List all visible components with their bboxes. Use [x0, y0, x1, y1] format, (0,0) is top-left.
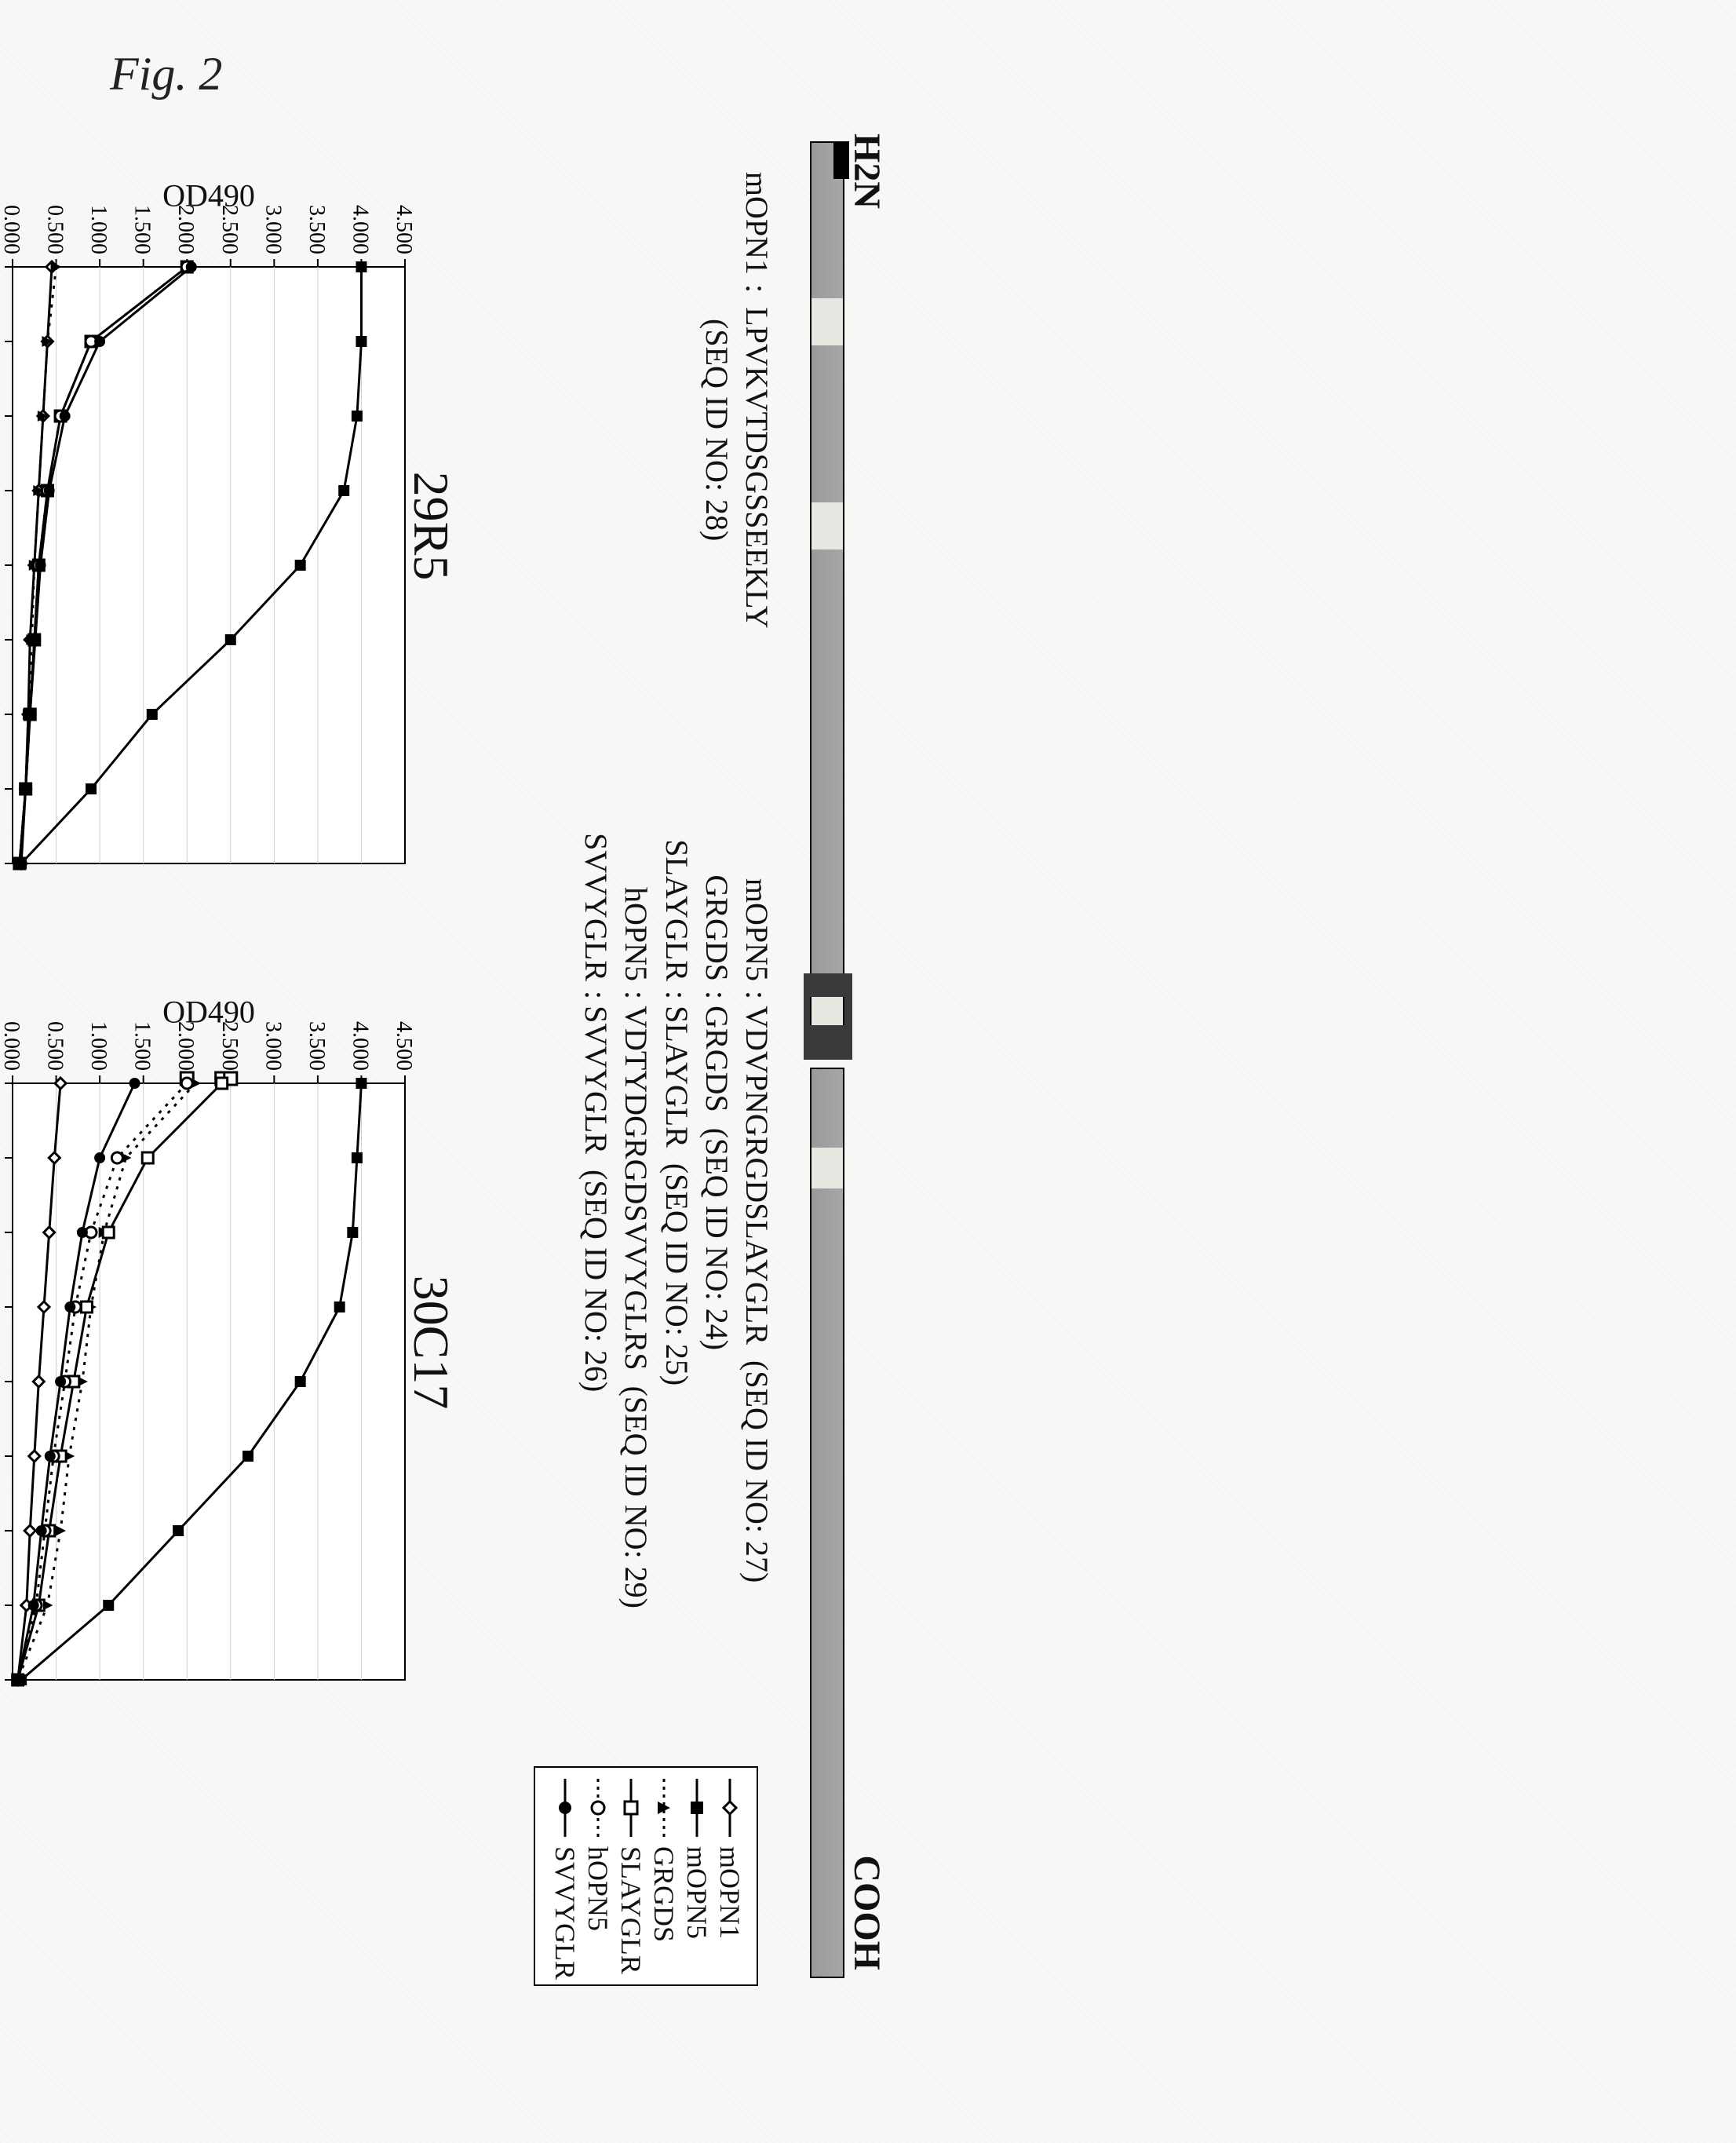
svg-text:1.500: 1.500 — [130, 205, 155, 254]
svg-text:0.00: 0.00 — [0, 1661, 2, 1688]
legend-marker-mOPN1 — [718, 1777, 742, 1838]
svg-text:3.000: 3.000 — [261, 205, 285, 254]
svg-text:2.5: 2.5 — [0, 1219, 2, 1247]
legend-marker-mOPN5 — [685, 1777, 709, 1838]
svg-text:10: 10 — [0, 1072, 2, 1094]
protein-schematic: H2N COOH — [797, 133, 844, 2002]
seq-id: (SEQ ID NO: 24) — [699, 1128, 735, 1350]
svg-text:1.000: 1.000 — [86, 205, 111, 254]
seq-label: hOPN5 — [616, 824, 656, 981]
chart-30C17: 30C170.0000.5001.0001.5002.0002.5003.000… — [0, 997, 452, 1688]
chart-svg: 0.0000.5001.0001.5002.0002.5003.0003.500… — [0, 181, 452, 871]
svg-text:0.08: 0.08 — [0, 770, 2, 809]
svg-text:0.500: 0.500 — [43, 205, 67, 254]
svg-text:1.500: 1.500 — [130, 1021, 155, 1071]
seq-label: mOPN5 — [737, 824, 777, 981]
seq-block-left: mOPN1: LPVKVTDSGSSEEKLY (SEQ ID NO: 28) — [697, 133, 777, 840]
svg-text:4.000: 4.000 — [348, 205, 372, 254]
seq-row: SVVYGLR:SVVYGLR (SEQ ID NO: 26) — [576, 824, 616, 1766]
legend-marker-hOPN5 — [586, 1777, 610, 1838]
seq-text: VDTYDGRGDSVVYGLRS — [618, 1006, 654, 1370]
svg-text:0.500: 0.500 — [43, 1021, 67, 1071]
chart-29R5: 29R50.0000.5001.0001.5002.0002.5003.0003… — [0, 181, 452, 871]
legend-label: hOPN5 — [582, 1846, 615, 1931]
svg-text:0.00: 0.00 — [0, 845, 2, 872]
schematic-n-block — [833, 141, 849, 179]
legend-marker-SVVYGLR — [553, 1777, 577, 1838]
seq-text: GRGDS — [699, 1006, 735, 1112]
svg-text:0.000: 0.000 — [0, 1021, 24, 1071]
svg-text:0.000: 0.000 — [0, 205, 24, 254]
svg-text:1.000: 1.000 — [86, 1021, 111, 1071]
legend-marker-GRGDS — [652, 1777, 676, 1838]
figure-body: H2N COOH mOPN1: LPVKVTDSGSSEEKLY (SEQ ID… — [0, 102, 860, 2049]
seq-id: (SEQ ID NO: 28) — [697, 133, 737, 840]
legend-row: hOPN5 — [582, 1777, 614, 1973]
n-terminal-label: H2N — [845, 133, 888, 209]
svg-text:3.500: 3.500 — [305, 1021, 329, 1071]
seq-row: SLAYGLR:SLAYGLR (SEQ ID NO: 25) — [656, 824, 696, 1766]
seq-label: mOPN1 — [737, 133, 777, 275]
seq-row: GRGDS:GRGDS (SEQ ID NO: 24) — [697, 824, 737, 1766]
seq-row: hOPN5:VDTYDGRGDSVVYGLRS (SEQ ID NO: 29) — [616, 824, 656, 1766]
y-axis-label: OD490 — [162, 177, 255, 214]
seq-text: SLAYGLR — [659, 1006, 695, 1148]
chart-svg: 0.0000.5001.0001.5002.0002.5003.0003.500… — [0, 997, 452, 1688]
svg-text:3.000: 3.000 — [261, 1021, 285, 1071]
svg-text:0.16: 0.16 — [0, 1512, 2, 1550]
svg-text:1.25: 1.25 — [0, 472, 2, 510]
svg-text:0.08: 0.08 — [0, 1586, 2, 1625]
seq-block-right: mOPN5:VDVPNGRGDSLAYGLR (SEQ ID NO: 27)GR… — [576, 824, 777, 1766]
seq-id: (SEQ ID NO: 25) — [659, 1163, 695, 1385]
svg-text:0.63: 0.63 — [0, 546, 2, 585]
seq-text: SVVYGLR — [578, 1006, 614, 1154]
svg-text:1.25: 1.25 — [0, 1288, 2, 1327]
legend-label: SLAYGLR — [615, 1846, 647, 1974]
legend-label: mOPN1 — [713, 1846, 746, 1939]
legend-row: SLAYGLR — [615, 1777, 647, 1973]
svg-text:2.5: 2.5 — [0, 403, 2, 430]
legend-label: SVVYGLR — [549, 1846, 582, 1980]
legend: mOPN1mOPN5GRGDSSLAYGLRhOPN5SVVYGLR — [534, 1766, 758, 1986]
seq-label: SVVYGLR — [576, 824, 616, 981]
svg-text:10: 10 — [0, 256, 2, 278]
legend-label: GRGDS — [647, 1846, 680, 1942]
seq-id: (SEQ ID NO: 27) — [739, 1360, 775, 1583]
schematic-bar-left — [810, 141, 844, 1056]
seq-id: (SEQ ID NO: 29) — [618, 1386, 654, 1608]
svg-text:4.500: 4.500 — [392, 205, 416, 254]
svg-text:0.31: 0.31 — [0, 1437, 2, 1476]
seq-id: (SEQ ID NO: 26) — [578, 1170, 614, 1392]
seq-row: mOPN1: LPVKVTDSGSSEEKLY — [737, 133, 777, 840]
svg-text:5: 5 — [0, 336, 2, 347]
seq-label: SLAYGLR — [656, 824, 696, 981]
c-terminal-label: COOH — [845, 1855, 888, 1970]
legend-label: mOPN5 — [680, 1846, 713, 1939]
figure-label: Fig. 2 — [110, 47, 222, 101]
legend-marker-SLAYGLR — [619, 1777, 643, 1838]
svg-text:5: 5 — [0, 1152, 2, 1163]
legend-row: GRGDS — [648, 1777, 680, 1973]
svg-text:0.16: 0.16 — [0, 695, 2, 734]
seq-text: VDVPNGRGDSLAYGLR — [739, 1006, 775, 1345]
schematic-bar-right — [810, 1068, 844, 1978]
legend-row: mOPN1 — [714, 1777, 746, 1973]
y-axis-label: OD490 — [162, 993, 255, 1030]
schematic-seg-3 — [810, 997, 844, 1025]
svg-text:0.31: 0.31 — [0, 621, 2, 659]
svg-text:0.63: 0.63 — [0, 1363, 2, 1401]
seq-row: mOPN5:VDVPNGRGDSLAYGLR (SEQ ID NO: 27) — [737, 824, 777, 1766]
legend-row: mOPN5 — [681, 1777, 713, 1973]
legend-row: SVVYGLR — [549, 1777, 581, 1973]
svg-text:3.500: 3.500 — [305, 205, 329, 254]
svg-text:4.000: 4.000 — [348, 1021, 372, 1071]
seq-label: GRGDS — [697, 824, 737, 981]
svg-text:4.500: 4.500 — [392, 1021, 416, 1071]
schematic-seg-1 — [810, 298, 844, 345]
seq-text: LPVKVTDSGSSEEKLY — [739, 307, 775, 628]
schematic-seg-4 — [810, 1148, 844, 1188]
schematic-seg-2 — [810, 502, 844, 549]
